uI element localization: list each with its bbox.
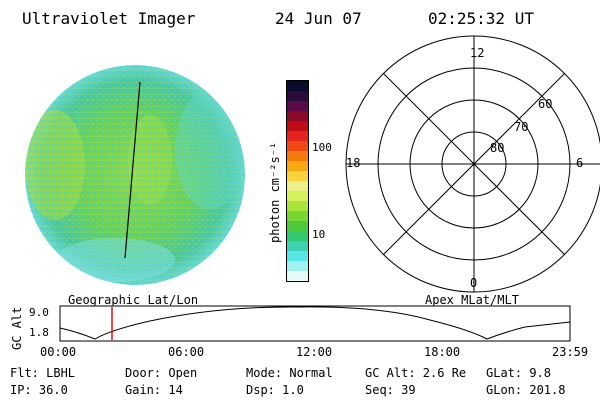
colorbar-segment	[287, 271, 308, 281]
time-label: 02:25:32 UT	[428, 9, 534, 28]
orbit-track-line	[124, 81, 141, 259]
colorbar-segment	[287, 241, 308, 251]
ip-readout: IP: 36.0	[10, 383, 68, 397]
colorbar-tick-10: 10	[312, 228, 326, 241]
gc-alt-xtick-1200: 12:00	[296, 345, 333, 359]
colorbar-tick-100: 100	[312, 141, 332, 154]
colorbar-segment	[287, 131, 308, 141]
dsp-readout: Dsp: 1.0	[246, 383, 304, 397]
colorbar-segment	[287, 251, 308, 261]
gc-alt-ytick-9: 9.0	[29, 306, 49, 319]
mode-readout: Mode: Normal	[246, 366, 333, 380]
gc-alt-xtick-2359: 23:59	[552, 345, 589, 359]
gc-alt-ytick-1-8: 1.8	[29, 326, 49, 339]
gc-alt-xtick-0000: 00:00	[40, 345, 77, 359]
filter-readout: Flt: LBHL	[10, 366, 76, 380]
instrument-title: Ultraviolet Imager	[22, 9, 196, 28]
colorbar-segment	[287, 181, 308, 191]
apex-caption: Apex MLat/MLT	[425, 293, 519, 307]
colorbar-segment	[287, 261, 308, 271]
colorbar-segment	[287, 111, 308, 121]
mlt-label-12: 12	[470, 46, 485, 60]
colorbar-segment	[287, 191, 308, 201]
color-scale-bar	[286, 80, 309, 282]
gc-alt-plot-frame	[59, 305, 571, 342]
uv-disk-image	[25, 65, 245, 285]
glat-readout: GLat: 9.8	[486, 366, 552, 380]
seq-readout: Seq: 39	[365, 383, 416, 397]
date-label: 24 Jun 07	[275, 9, 362, 28]
geographic-caption: Geographic Lat/Lon	[68, 293, 199, 307]
mlat-label-70: 70	[514, 120, 529, 134]
door-readout: Door: Open	[125, 366, 198, 380]
colorbar-segment	[287, 151, 308, 161]
gc-alt-curve	[59, 306, 571, 340]
gc-alt-xtick-1800: 18:00	[424, 345, 461, 359]
gc-alt-readout: GC Alt: 2.6 Re	[365, 366, 467, 380]
mlt-label-0: 0	[470, 276, 478, 290]
colorbar-segment	[287, 161, 308, 171]
mlt-label-18: 18	[346, 156, 361, 170]
colorbar-segment	[287, 211, 308, 221]
gain-readout: Gain: 14	[125, 383, 183, 397]
colorbar-segment	[287, 101, 308, 111]
glon-readout: GLon: 201.8	[486, 383, 566, 397]
colorbar-segment	[287, 221, 308, 231]
mlt-label-6: 6	[576, 156, 584, 170]
polar-diagonal-2	[383, 73, 565, 255]
colorbar-segment	[287, 171, 308, 181]
colorbar-segment	[287, 141, 308, 151]
mlat-label-80: 80	[490, 141, 505, 155]
colorbar-segment	[287, 121, 308, 131]
mlat-label-60: 60	[538, 97, 553, 111]
colorbar-segment	[287, 91, 308, 101]
colorbar-segment	[287, 81, 308, 91]
colorbar-segment	[287, 201, 308, 211]
gc-alt-xtick-0600: 06:00	[168, 345, 205, 359]
colorbar-segment	[287, 231, 308, 241]
